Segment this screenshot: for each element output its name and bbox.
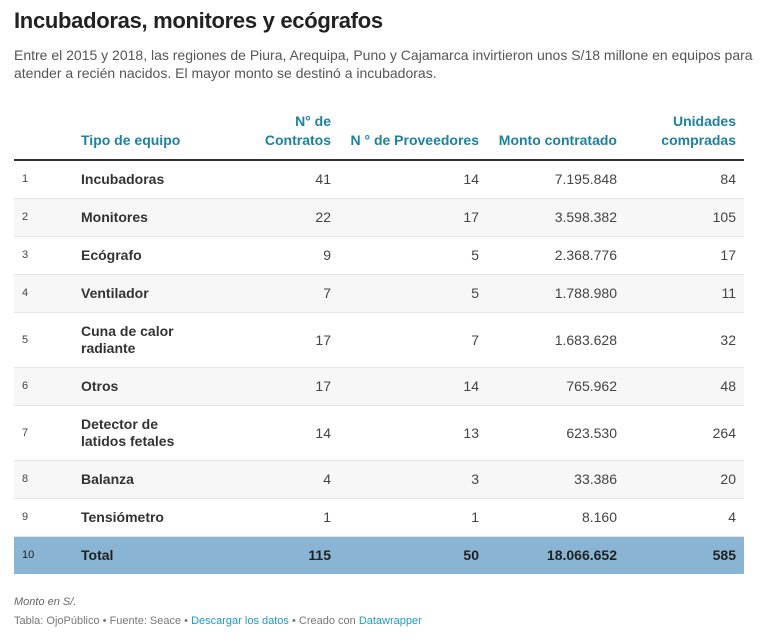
download-data-link[interactable]: Descargar los datos bbox=[191, 615, 289, 627]
table-row: 1 Incubadoras 41 14 7.195.848 84 bbox=[14, 160, 744, 199]
table-row: 4 Ventilador 7 5 1.788.980 11 bbox=[14, 274, 744, 313]
datawrapper-link[interactable]: Datawrapper bbox=[358, 615, 422, 627]
footer-source: Tabla: OjoPúblico • Fuente: Seace • bbox=[14, 615, 192, 627]
cell-n: 2 bbox=[14, 198, 81, 237]
description: Entre el 2015 y 2018, las regiones de Pi… bbox=[14, 47, 753, 81]
cell-monto: 1.788.980 bbox=[487, 274, 625, 313]
header-index bbox=[14, 105, 81, 161]
cell-proveedores: 3 bbox=[339, 460, 487, 499]
cell-tipo: Tensiómetro bbox=[81, 498, 231, 537]
cell-tipo: Cuna de calor radiante bbox=[81, 312, 231, 368]
cell-contratos: 41 bbox=[231, 160, 339, 199]
table-row: 6 Otros 17 14 765.962 48 bbox=[14, 367, 744, 406]
cell-contratos: 9 bbox=[231, 236, 339, 275]
cell-unidades: 585 bbox=[625, 536, 744, 574]
cell-tipo: Incubadoras bbox=[81, 160, 231, 199]
cell-monto: 3.598.382 bbox=[487, 198, 625, 237]
cell-unidades: 264 bbox=[625, 405, 744, 461]
header-tipo[interactable]: Tipo de equipo bbox=[81, 105, 231, 161]
cell-monto: 623.530 bbox=[487, 405, 625, 461]
cell-tipo: Total bbox=[81, 536, 231, 574]
cell-proveedores: 1 bbox=[339, 498, 487, 537]
cell-contratos: 22 bbox=[231, 198, 339, 237]
cell-monto: 7.195.848 bbox=[487, 160, 625, 199]
cell-unidades: 105 bbox=[625, 198, 744, 237]
cell-contratos: 17 bbox=[231, 367, 339, 406]
cell-proveedores: 17 bbox=[339, 198, 487, 237]
cell-proveedores: 50 bbox=[339, 536, 487, 574]
cell-n: 8 bbox=[14, 460, 81, 499]
cell-monto: 33.386 bbox=[487, 460, 625, 499]
cell-tipo: Balanza bbox=[81, 460, 231, 499]
cell-n: 3 bbox=[14, 236, 81, 275]
header-monto[interactable]: Monto contratado bbox=[487, 105, 625, 161]
cell-tipo: Detector de latidos fetales bbox=[81, 405, 231, 461]
table-row: 7 Detector de latidos fetales 14 13 623.530 2… bbox=[14, 405, 744, 461]
cell-proveedores: 14 bbox=[339, 160, 487, 199]
cell-proveedores: 5 bbox=[339, 274, 487, 313]
cell-monto: 8.160 bbox=[487, 498, 625, 537]
cell-proveedores: 7 bbox=[339, 312, 487, 368]
note: Monto en S/. bbox=[14, 596, 77, 608]
cell-n: 9 bbox=[14, 498, 81, 537]
cell-n: 6 bbox=[14, 367, 81, 406]
cell-contratos: 14 bbox=[231, 405, 339, 461]
cell-proveedores: 5 bbox=[339, 236, 487, 275]
cell-unidades: 17 bbox=[625, 236, 744, 275]
header-row: Tipo de equipo N° de Contratos N ° de Pr… bbox=[14, 105, 744, 161]
header-unidades[interactable]: Unidades compradas bbox=[625, 105, 744, 161]
cell-contratos: 4 bbox=[231, 460, 339, 499]
cell-unidades: 20 bbox=[625, 460, 744, 499]
page-title: Incubadoras, monitores y ecógrafos bbox=[14, 8, 383, 33]
cell-n: 5 bbox=[14, 312, 81, 368]
cell-contratos: 115 bbox=[231, 536, 339, 574]
cell-unidades: 84 bbox=[625, 160, 744, 199]
cell-unidades: 32 bbox=[625, 312, 744, 368]
header-proveedores[interactable]: N ° de Proveedores bbox=[339, 105, 487, 161]
cell-proveedores: 13 bbox=[339, 405, 487, 461]
cell-tipo: Ventilador bbox=[81, 274, 231, 313]
cell-contratos: 1 bbox=[231, 498, 339, 537]
cell-n: 10 bbox=[14, 536, 81, 574]
cell-tipo: Ecógrafo bbox=[81, 236, 231, 275]
table-row: 8 Balanza 4 3 33.386 20 bbox=[14, 460, 744, 499]
cell-tipo: Otros bbox=[81, 367, 231, 406]
cell-monto: 1.683.628 bbox=[487, 312, 625, 368]
table-row: 2 Monitores 22 17 3.598.382 105 bbox=[14, 198, 744, 237]
table-row: 9 Tensiómetro 1 1 8.160 4 bbox=[14, 498, 744, 537]
cell-n: 1 bbox=[14, 160, 81, 199]
cell-proveedores: 14 bbox=[339, 367, 487, 406]
cell-unidades: 48 bbox=[625, 367, 744, 406]
cell-tipo: Monitores bbox=[81, 198, 231, 237]
table-row: 5 Cuna de calor radiante 17 7 1.683.628 32 bbox=[14, 312, 744, 368]
data-table: Tipo de equipo N° de Contratos N ° de Pr… bbox=[14, 105, 744, 574]
cell-monto: 18.066.652 bbox=[487, 536, 625, 574]
cell-unidades: 4 bbox=[625, 498, 744, 537]
cell-n: 7 bbox=[14, 405, 81, 461]
header-contratos[interactable]: N° de Contratos bbox=[231, 105, 339, 161]
cell-monto: 765.962 bbox=[487, 367, 625, 406]
cell-contratos: 17 bbox=[231, 312, 339, 368]
cell-contratos: 7 bbox=[231, 274, 339, 313]
total-row: 10 Total 115 50 18.066.652 585 bbox=[14, 536, 744, 574]
cell-n: 4 bbox=[14, 274, 81, 313]
footer-created: • Creado con bbox=[288, 615, 359, 627]
cell-unidades: 11 bbox=[625, 274, 744, 313]
cell-monto: 2.368.776 bbox=[487, 236, 625, 275]
footer: Tabla: OjoPúblico • Fuente: Seace • Desc… bbox=[14, 615, 422, 627]
table-row: 3 Ecógrafo 9 5 2.368.776 17 bbox=[14, 236, 744, 275]
